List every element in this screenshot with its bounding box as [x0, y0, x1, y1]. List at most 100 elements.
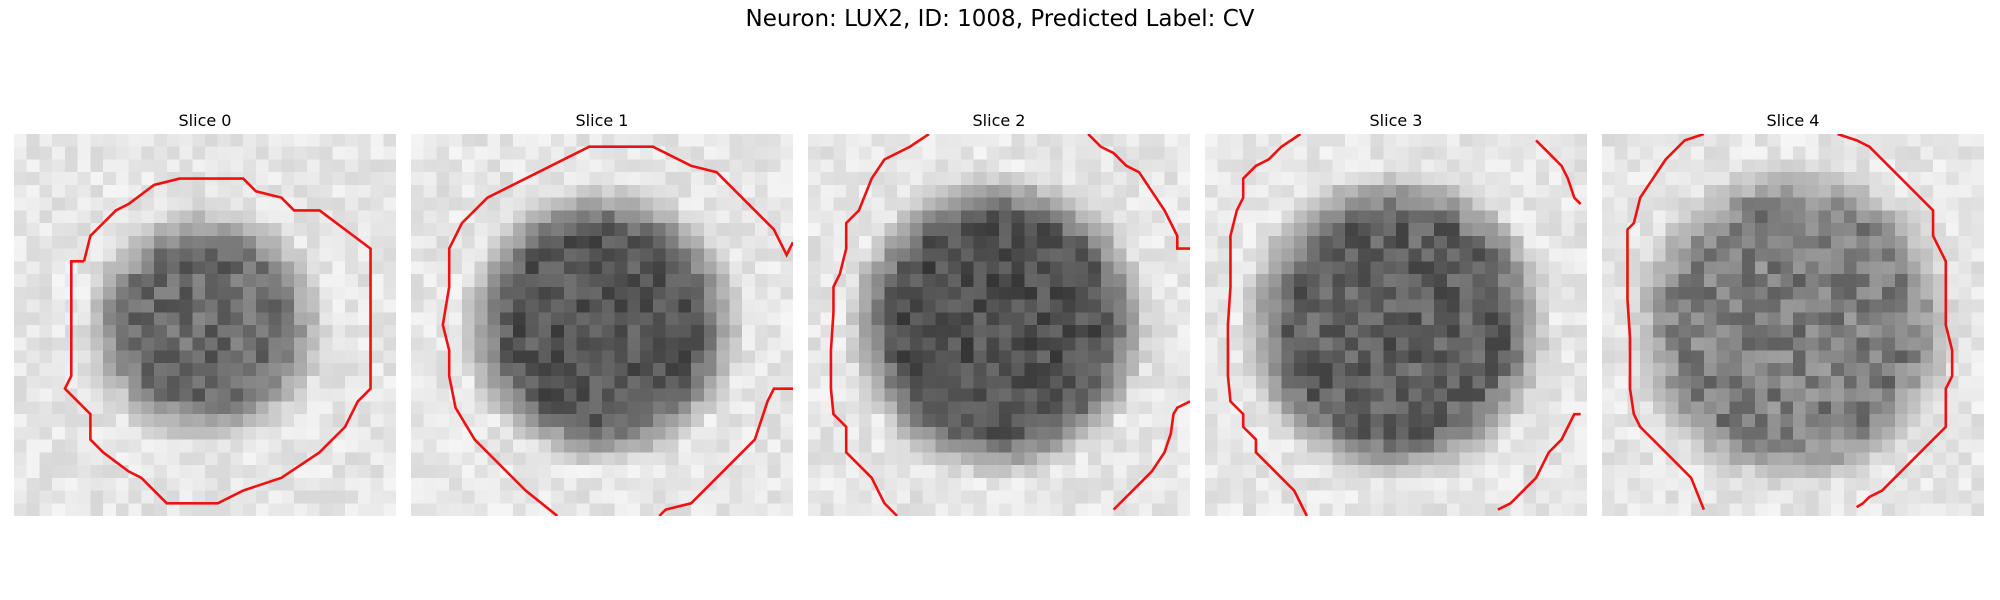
- image-pixel: [754, 452, 768, 466]
- image-pixel: [871, 337, 885, 351]
- image-pixel: [1614, 439, 1628, 453]
- image-pixel: [1306, 465, 1320, 479]
- image-pixel: [640, 210, 654, 224]
- image-pixel: [948, 490, 962, 504]
- image-pixel: [26, 452, 40, 466]
- image-pixel: [1716, 312, 1730, 326]
- image-pixel: [742, 286, 756, 300]
- image-pixel: [512, 350, 526, 364]
- image-pixel: [960, 210, 974, 224]
- image-pixel: [332, 465, 346, 479]
- image-pixel: [1049, 223, 1063, 237]
- image-pixel: [960, 223, 974, 237]
- image-pixel: [1434, 299, 1448, 313]
- image-pixel: [973, 197, 987, 211]
- image-pixel: [1754, 210, 1768, 224]
- image-pixel: [103, 325, 117, 338]
- image-pixel: [1945, 146, 1959, 160]
- image-pixel: [319, 261, 333, 275]
- image-pixel: [1497, 210, 1511, 224]
- image-pixel: [729, 312, 743, 326]
- image-pixel: [474, 299, 488, 313]
- image-pixel: [1088, 414, 1102, 428]
- image-pixel: [1472, 146, 1486, 160]
- image-pixel: [319, 223, 333, 237]
- image-pixel: [1882, 363, 1896, 377]
- image-pixel: [115, 184, 129, 198]
- image-pixel: [1088, 465, 1102, 479]
- image-pixel: [90, 274, 104, 288]
- image-pixel: [1831, 274, 1845, 288]
- image-pixel: [833, 134, 847, 147]
- image-pixel: [268, 299, 282, 313]
- image-pixel: [1602, 414, 1615, 428]
- image-pixel: [973, 337, 987, 351]
- image-pixel: [1497, 426, 1511, 440]
- image-pixel: [973, 426, 987, 440]
- image-pixel: [1139, 375, 1153, 389]
- slice-panel-4: Slice 4: [1602, 110, 1984, 516]
- image-pixel: [1294, 261, 1308, 275]
- image-pixel: [525, 375, 539, 389]
- image-pixel: [833, 210, 847, 224]
- image-pixel: [716, 503, 730, 516]
- image-pixel: [1843, 465, 1857, 479]
- image-pixel: [1703, 477, 1717, 491]
- image-pixel: [205, 350, 218, 364]
- image-pixel: [436, 274, 450, 288]
- image-pixel: [205, 286, 218, 300]
- image-pixel: [319, 159, 333, 173]
- image-pixel: [935, 159, 949, 173]
- image-pixel: [525, 286, 539, 300]
- image-pixel: [1729, 490, 1743, 504]
- image-pixel: [935, 426, 949, 440]
- image-pixel: [1869, 490, 1883, 504]
- image-pixel: [1459, 414, 1473, 428]
- image-pixel: [64, 503, 78, 516]
- image-pixel: [319, 134, 333, 147]
- image-pixel: [665, 134, 679, 147]
- image-pixel: [576, 337, 590, 351]
- image-pixel: [1933, 375, 1947, 389]
- image-pixel: [281, 388, 295, 402]
- image-pixel: [1691, 426, 1705, 440]
- image-pixel: [563, 274, 577, 288]
- image-pixel: [1703, 363, 1717, 377]
- image-pixel: [1164, 261, 1178, 275]
- image-pixel: [1602, 375, 1615, 389]
- image-pixel: [217, 477, 231, 491]
- image-pixel: [383, 172, 396, 186]
- image-pixel: [1345, 197, 1359, 211]
- image-pixel: [820, 503, 834, 516]
- image-pixel: [1088, 363, 1102, 377]
- image-pixel: [1945, 248, 1959, 262]
- image-pixel: [1831, 439, 1845, 453]
- image-pixel: [627, 235, 641, 249]
- image-pixel: [909, 184, 923, 198]
- image-pixel: [909, 439, 923, 453]
- image-pixel: [897, 490, 911, 504]
- image-pixel: [999, 439, 1012, 453]
- image-pixel: [1856, 235, 1870, 249]
- image-pixel: [1383, 325, 1397, 338]
- image-pixel: [1665, 299, 1679, 313]
- image-pixel: [423, 312, 437, 326]
- image-pixel: [973, 134, 987, 147]
- image-pixel: [602, 401, 615, 415]
- image-pixel: [1357, 197, 1371, 211]
- image-pixel: [1306, 172, 1320, 186]
- image-pixel: [1561, 490, 1575, 504]
- image-pixel: [1113, 134, 1127, 147]
- image-pixel: [1126, 134, 1140, 147]
- image-pixel: [922, 337, 936, 351]
- image-pixel: [1357, 261, 1371, 275]
- image-pixel: [1113, 286, 1127, 300]
- image-pixel: [1230, 414, 1244, 428]
- image-pixel: [1793, 388, 1806, 402]
- image-pixel: [306, 337, 320, 351]
- image-pixel: [1075, 452, 1089, 466]
- image-pixel: [141, 299, 155, 313]
- image-pixel: [948, 350, 962, 364]
- image-pixel: [1843, 223, 1857, 237]
- image-pixel: [1230, 312, 1244, 326]
